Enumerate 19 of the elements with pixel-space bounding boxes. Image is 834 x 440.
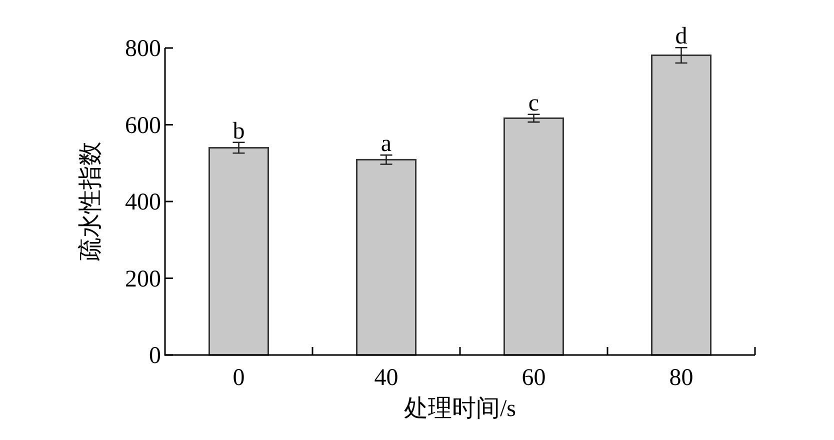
x-tick-label: 40 [374,365,398,391]
bar [208,147,269,356]
y-tick-label: 600 [125,112,161,139]
annotation: b [232,118,245,144]
x-axis-title: 处理时间/s [404,396,516,422]
annotation: d [675,24,688,50]
x-tick-label: 80 [669,365,694,391]
y-tick-label: 800 [125,36,161,62]
y-tick-label: 0 [149,343,161,369]
x-tick-label: 60 [522,365,546,391]
y-tick-label: 400 [125,190,161,216]
y-tick-label: 200 [125,266,161,292]
x-tick-label: 0 [232,365,245,391]
bar [356,158,416,356]
y-axis-title: 疏水性指数 [77,142,104,262]
annotation: a [380,131,392,158]
annotation: c [528,90,540,116]
bar [504,117,564,356]
bar [651,54,712,356]
